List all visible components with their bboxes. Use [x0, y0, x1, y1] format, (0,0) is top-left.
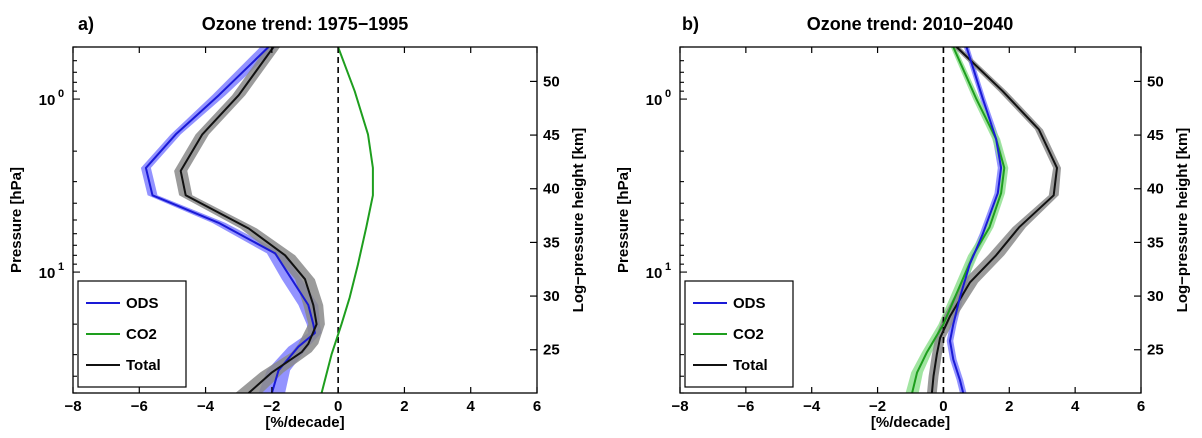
y-axis-label: Pressure [hPa] [615, 167, 632, 273]
series-line-ods [949, 47, 1003, 393]
x-tick-label: 2 [1005, 398, 1013, 415]
y-tick-base: 10 [646, 92, 663, 109]
y2-tick-label: 45 [543, 127, 560, 144]
series-band-total [174, 47, 325, 393]
x-tick-label: −6 [737, 398, 754, 415]
x-tick-label: −8 [64, 398, 81, 415]
plot-area [140, 47, 374, 393]
legend-label-total: Total [733, 357, 768, 374]
x-tick-label: 6 [1137, 398, 1145, 415]
series-band-total [927, 47, 1061, 393]
legend-label-total: Total [126, 357, 161, 374]
y2-tick-label: 40 [543, 181, 560, 198]
x-tick-label: 4 [467, 398, 476, 415]
x-axis-label: [%/decade] [265, 414, 344, 431]
x-tick-label: −4 [197, 398, 215, 415]
series-line-co2 [911, 47, 1006, 393]
y-tick-label: 10 1 [39, 261, 64, 282]
y2-tick-label: 35 [1147, 234, 1164, 251]
y-axis-label: Pressure [hPa] [8, 167, 25, 273]
x-tick-label: 6 [533, 398, 541, 415]
x-tick-label: −2 [869, 398, 886, 415]
y-tick-exponent: 0 [58, 88, 64, 100]
y2-tick-label: 50 [543, 73, 560, 90]
series-line-co2 [320, 47, 374, 393]
y-tick-label: 10 1 [646, 261, 671, 282]
x-tick-label: −6 [131, 398, 148, 415]
y-tick-base: 10 [39, 265, 56, 282]
series-line-total [930, 47, 1058, 393]
x-tick-label: −4 [803, 398, 821, 415]
legend: ODS CO2 Total [77, 280, 187, 388]
x-tick-label: −2 [263, 398, 280, 415]
legend-label-ods: ODS [733, 295, 766, 312]
legend: ODS CO2 Total [684, 280, 794, 388]
series-line-ods [144, 47, 316, 393]
y2-axis-label: Log−pressure height [km] [570, 128, 587, 313]
x-axis-label: [%/decade] [871, 414, 950, 431]
y2-tick-label: 30 [1147, 288, 1164, 305]
legend-label-co2: CO2 [733, 326, 764, 343]
chart-title: Ozone trend: 1975−1995 [202, 14, 409, 34]
y-tick-exponent: 0 [665, 88, 671, 100]
x-tick-label: 4 [1071, 398, 1080, 415]
chart-title: Ozone trend: 2010−2040 [807, 14, 1014, 34]
y2-tick-label: 50 [1147, 73, 1164, 90]
y-tick-base: 10 [646, 265, 663, 282]
y-tick-exponent: 1 [665, 261, 671, 273]
x-tick-label: 0 [939, 398, 947, 415]
y2-tick-label: 45 [1147, 127, 1164, 144]
series-line-total [179, 47, 318, 393]
plot-area [905, 47, 1061, 393]
x-tick-label: 0 [334, 398, 342, 415]
y-tick-label: 10 0 [646, 88, 671, 109]
y2-tick-label: 25 [543, 342, 560, 359]
x-tick-label: 2 [400, 398, 408, 415]
x-tick-label: −8 [671, 398, 688, 415]
y-tick-label: 10 0 [39, 88, 64, 109]
y2-tick-label: 35 [543, 234, 560, 251]
legend-box [684, 280, 794, 388]
panel-label: b) [682, 14, 699, 34]
legend-label-co2: CO2 [126, 326, 157, 343]
y2-tick-label: 25 [1147, 342, 1164, 359]
panel-label: a) [78, 14, 94, 34]
y2-tick-label: 40 [1147, 181, 1164, 198]
y2-axis-label: Log−pressure height [km] [1174, 128, 1191, 313]
legend-label-ods: ODS [126, 295, 159, 312]
y2-tick-label: 30 [543, 288, 560, 305]
y-tick-exponent: 1 [58, 261, 64, 273]
y-tick-base: 10 [39, 92, 56, 109]
